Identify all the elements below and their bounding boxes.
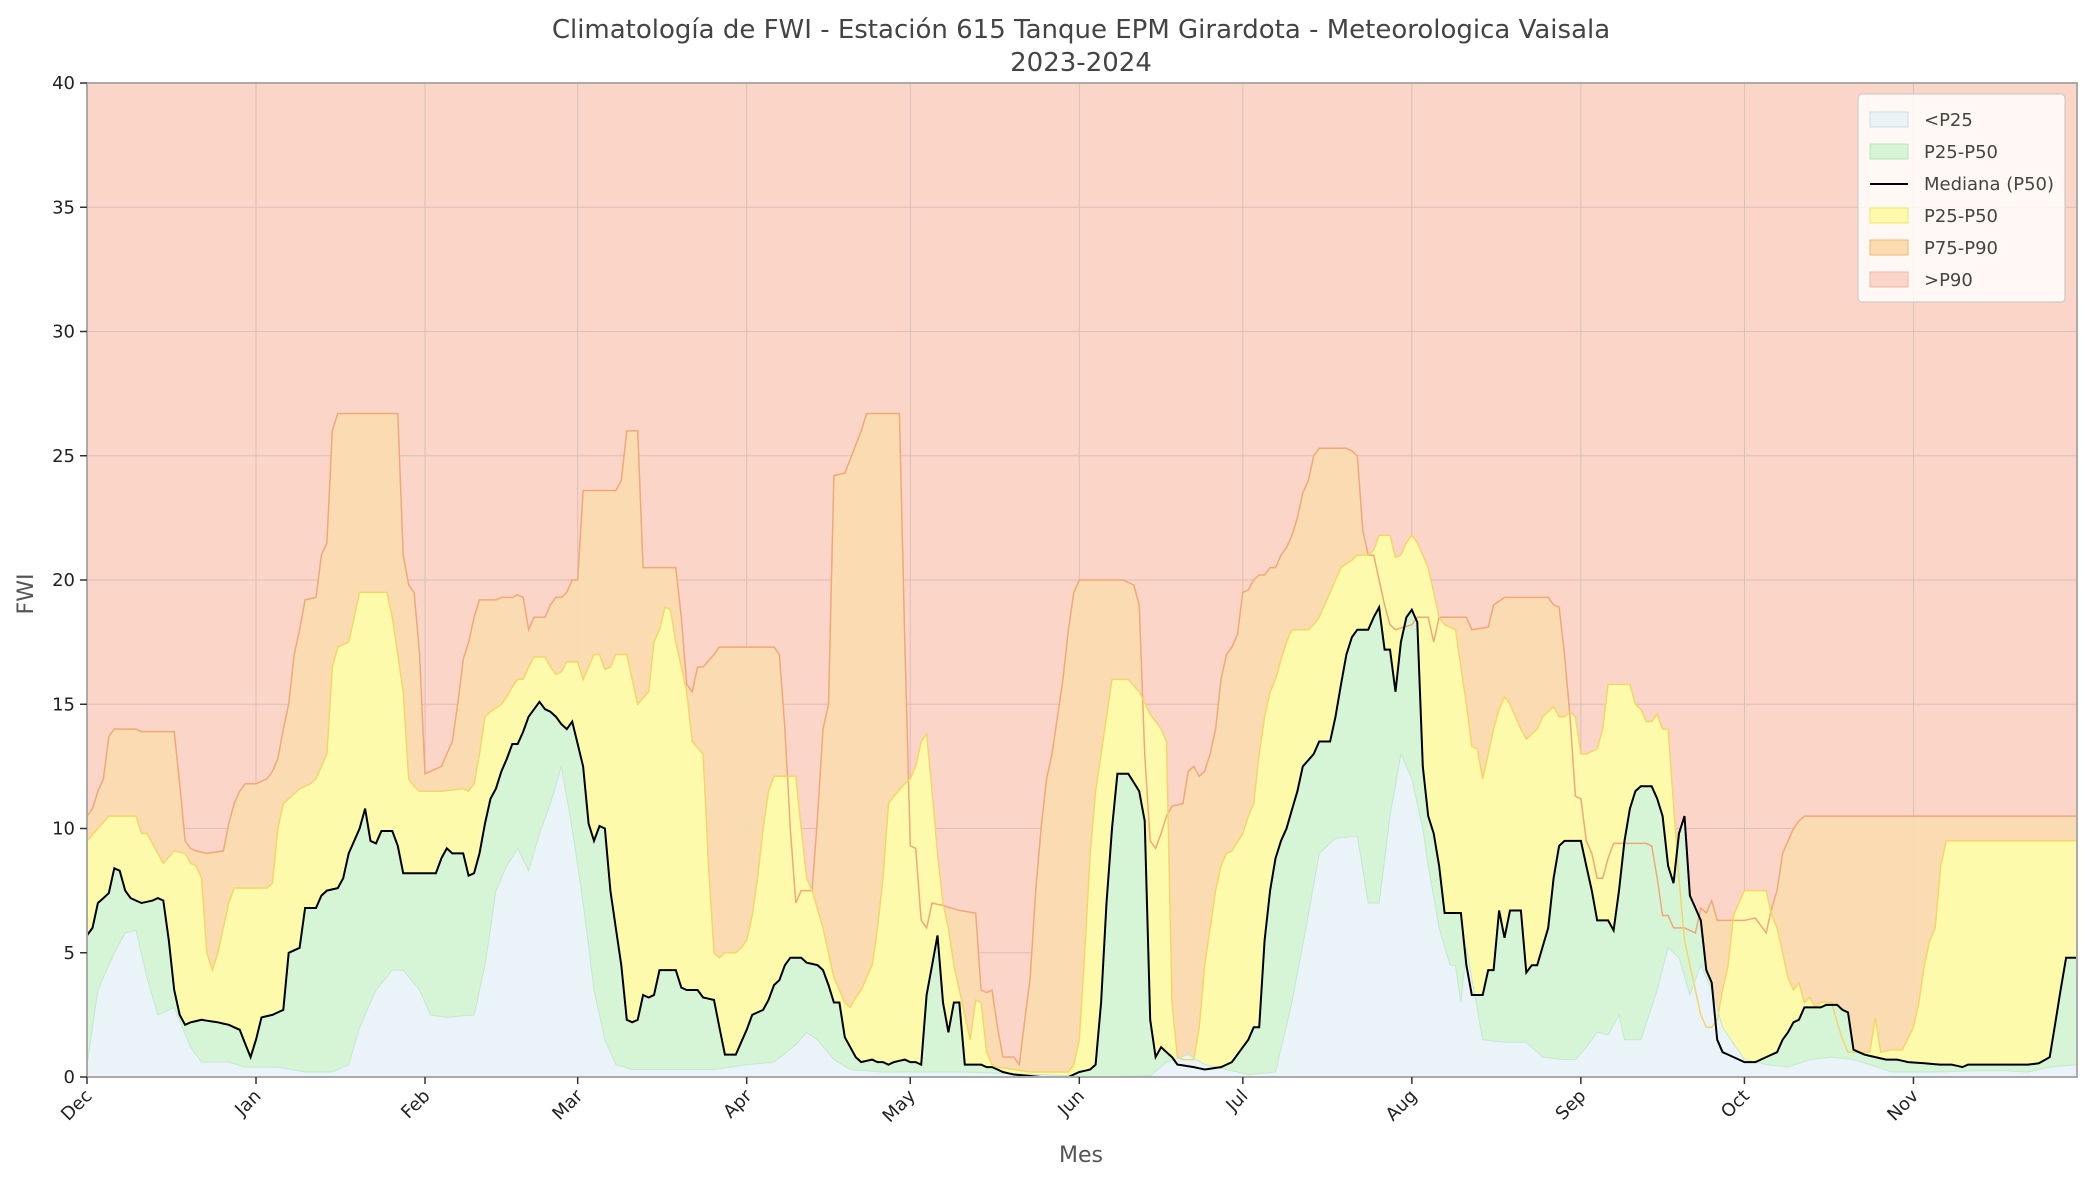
legend-swatch-p75-p90-4 [1869,239,1909,256]
x-tick-label-oct: Oct [1717,1086,1754,1123]
x-tick-label-feb: Feb [397,1086,434,1123]
y-tick-label-40: 40 [52,73,75,94]
legend-swatch-p25-p50-1 [1869,143,1909,160]
y-tick-label-25: 25 [52,446,75,467]
y-axis-label: FWI [14,574,39,615]
legend-swatch-p25-p50-3 [1869,207,1909,224]
x-tick-label-jul: Jul [1221,1086,1252,1117]
x-tick-label-sep: Sep [1552,1086,1591,1125]
legend-box [1857,93,2066,303]
x-tick-label-mar: Mar [548,1085,587,1124]
y-tick-label-5: 5 [64,943,75,964]
x-tick-label-apr: Apr [719,1085,756,1122]
legend-swatch-p90-5 [1869,271,1909,288]
legend-label-p25-0: <P25 [1924,110,1973,131]
x-tick-label-nov: Nov [1883,1085,1923,1125]
legend-label-p90-5: >P90 [1924,270,1973,291]
x-tick-label-jun: Jun [1053,1086,1088,1121]
legend-label-mediana-p50-2: Mediana (P50) [1924,174,2054,195]
x-tick-label-dec: Dec [57,1086,96,1125]
band-p75-p90 [87,413,2077,1072]
p75-line [86,534,2077,1073]
p90-line [86,412,2077,1067]
y-tick-label-15: 15 [52,694,75,715]
band-p50-p75 [87,535,2077,1077]
legend: <P25 P25-P50 Mediana (P50) P25-P50 P75-P90 >P… [1857,93,2066,303]
legend-label-p25-p50-3: P25-P50 [1924,206,1998,227]
x-tick-label-aug: Aug [1382,1086,1422,1126]
band-below-p25 [87,754,2077,1077]
y-tick-label-20: 20 [52,570,75,591]
y-tick-label-0: 0 [64,1067,75,1088]
x-tick-label-jan: Jan [230,1086,265,1121]
chart-title: Climatología de FWI - Estación 615 Tanqu… [552,15,1610,45]
x-axis-label: Mes [1059,1143,1103,1168]
legend-label-p75-p90-4: P75-P90 [1924,238,1998,259]
chart-subtitle: 2023-2024 [1010,48,1152,78]
median-line [86,604,2077,1078]
y-tick-label-30: 30 [52,322,75,343]
y-tick-label-10: 10 [52,819,75,840]
band-p25-p50 [87,607,2077,1077]
legend-label-p25-p50-1: P25-P50 [1924,142,1998,163]
y-tick-label-35: 35 [52,197,75,218]
plot-area: 0 5 10 15 20 25 30 35 40 Dec Jan Feb Mar Apr May Jun Jul… [52,73,2078,1127]
legend-swatch-p25-0 [1869,111,1909,128]
x-tick-label-may: May [879,1085,920,1126]
